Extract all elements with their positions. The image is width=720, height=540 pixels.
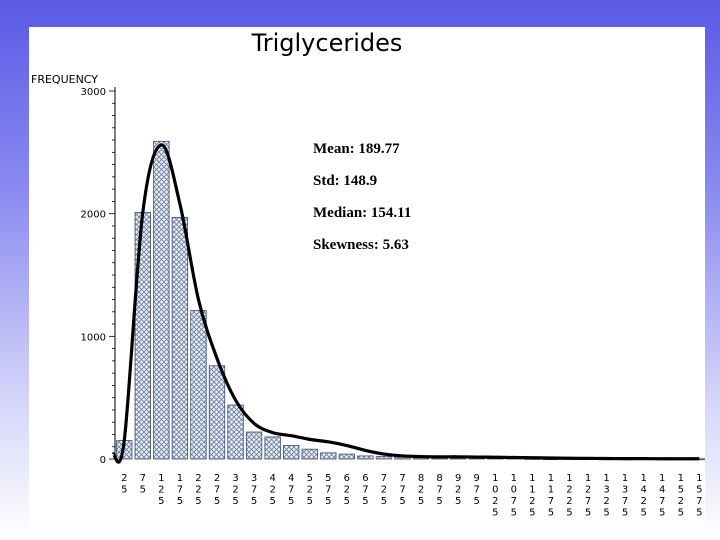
histogram-chart: Triglycerides FREQUENCY 0 1000 2000 3000 2 5 7…: [31, 29, 705, 519]
axes: [109, 87, 116, 460]
histogram-bar: [171, 216, 189, 460]
tick-labels: 0 1000 2000 3000 2 5 7 5 1 2 5 1 7 5 2 2 5 2 7 5 3 2 5 3 7 5 4 2 5 4 7…: [81, 87, 703, 519]
y-tick-label: 1000: [81, 332, 106, 343]
histogram-bar: [301, 448, 318, 460]
histogram-bar: [338, 453, 356, 460]
y-tick-label: 2000: [81, 210, 106, 221]
stat-annotation: Mean: 189.77: [313, 141, 400, 157]
histogram-bar: [264, 436, 281, 460]
y-tick-label: 0: [100, 455, 106, 466]
histogram-bar: [357, 455, 374, 460]
histogram-bar: [190, 310, 207, 460]
histogram-bar: [375, 456, 393, 460]
histogram-bar: [283, 445, 300, 460]
stat-annotation: Skewness: 5.63: [313, 237, 409, 253]
chart-title: Triglycerides: [251, 29, 403, 57]
histogram-bar: [245, 431, 263, 460]
chart-panel: Triglycerides FREQUENCY 0 1000 2000 3000 2 5 7…: [29, 27, 705, 527]
y-axis-label: FREQUENCY: [31, 73, 98, 86]
density-curve: [111, 143, 700, 464]
histogram-bar: [134, 212, 151, 460]
bars: [116, 140, 705, 461]
y-tick-label: 3000: [81, 87, 106, 98]
stat-annotation: Median: 154.11: [313, 205, 411, 221]
histogram-bar: [227, 404, 244, 460]
histogram-bar: [208, 365, 226, 460]
stat-annotation: Std: 148.9: [313, 173, 377, 189]
stats-annotations: Mean: 189.77 Std: 148.9 Median: 154.11 Skew…: [313, 141, 411, 253]
density-curve-line: [111, 143, 700, 464]
histogram-bar: [153, 140, 170, 460]
histogram-bar: [320, 452, 337, 460]
